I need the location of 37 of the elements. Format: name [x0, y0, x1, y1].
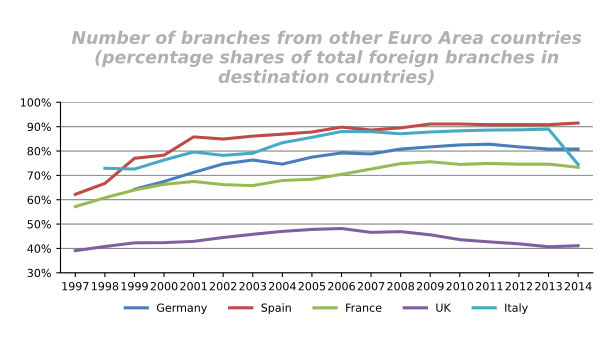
x-tick-label: 2013 [535, 282, 562, 290]
legend-label: Spain [261, 303, 291, 314]
line-series [74, 226, 580, 252]
y-tick-label: 40% [27, 244, 51, 253]
x-tick-label: 2005 [298, 282, 326, 290]
legend-label: Italy [505, 303, 528, 314]
x-tick-label: 2004 [269, 282, 296, 290]
x-tick-label: 1999 [122, 282, 148, 290]
y-tick-label: 100% [20, 98, 51, 107]
x-tick-label: 2011 [476, 282, 502, 290]
x-tick-label: 1997 [62, 282, 88, 290]
x-tick-label: 2008 [387, 282, 414, 290]
x-tick-label: 2009 [416, 282, 444, 290]
y-tick-label: 50% [28, 220, 51, 228]
line-series [103, 128, 580, 171]
x-tick-label: 2006 [328, 282, 355, 290]
x-tick-label: 2001 [180, 282, 207, 290]
y-tick-label: 80% [28, 146, 51, 156]
legend-label: France [346, 304, 382, 312]
chart-title: Number of branches from other Euro Area countries (percentage shares of total foreign branches in destination countries) [72, 30, 582, 86]
y-tick-label: 70% [28, 171, 51, 180]
x-tick-label: 2003 [239, 282, 266, 290]
legend-label: UK [436, 304, 452, 312]
x-tick-label: 2000 [150, 282, 178, 290]
y-tick-label: 30% [28, 268, 51, 278]
y-tick-label: 60% [28, 196, 51, 204]
x-tick-label: 2010 [446, 282, 474, 290]
x-tick-label: 2014 [564, 282, 592, 290]
line-series [74, 160, 580, 208]
y-tick-label: 90% [27, 122, 51, 132]
line-series [132, 142, 580, 191]
line-series [74, 121, 580, 196]
x-tick-label: 1998 [92, 282, 118, 290]
x-tick-label: 2007 [358, 282, 384, 290]
x-tick-label: 2002 [210, 282, 236, 290]
x-tick-label: 2012 [506, 282, 532, 290]
legend-label: Germany [156, 303, 208, 314]
